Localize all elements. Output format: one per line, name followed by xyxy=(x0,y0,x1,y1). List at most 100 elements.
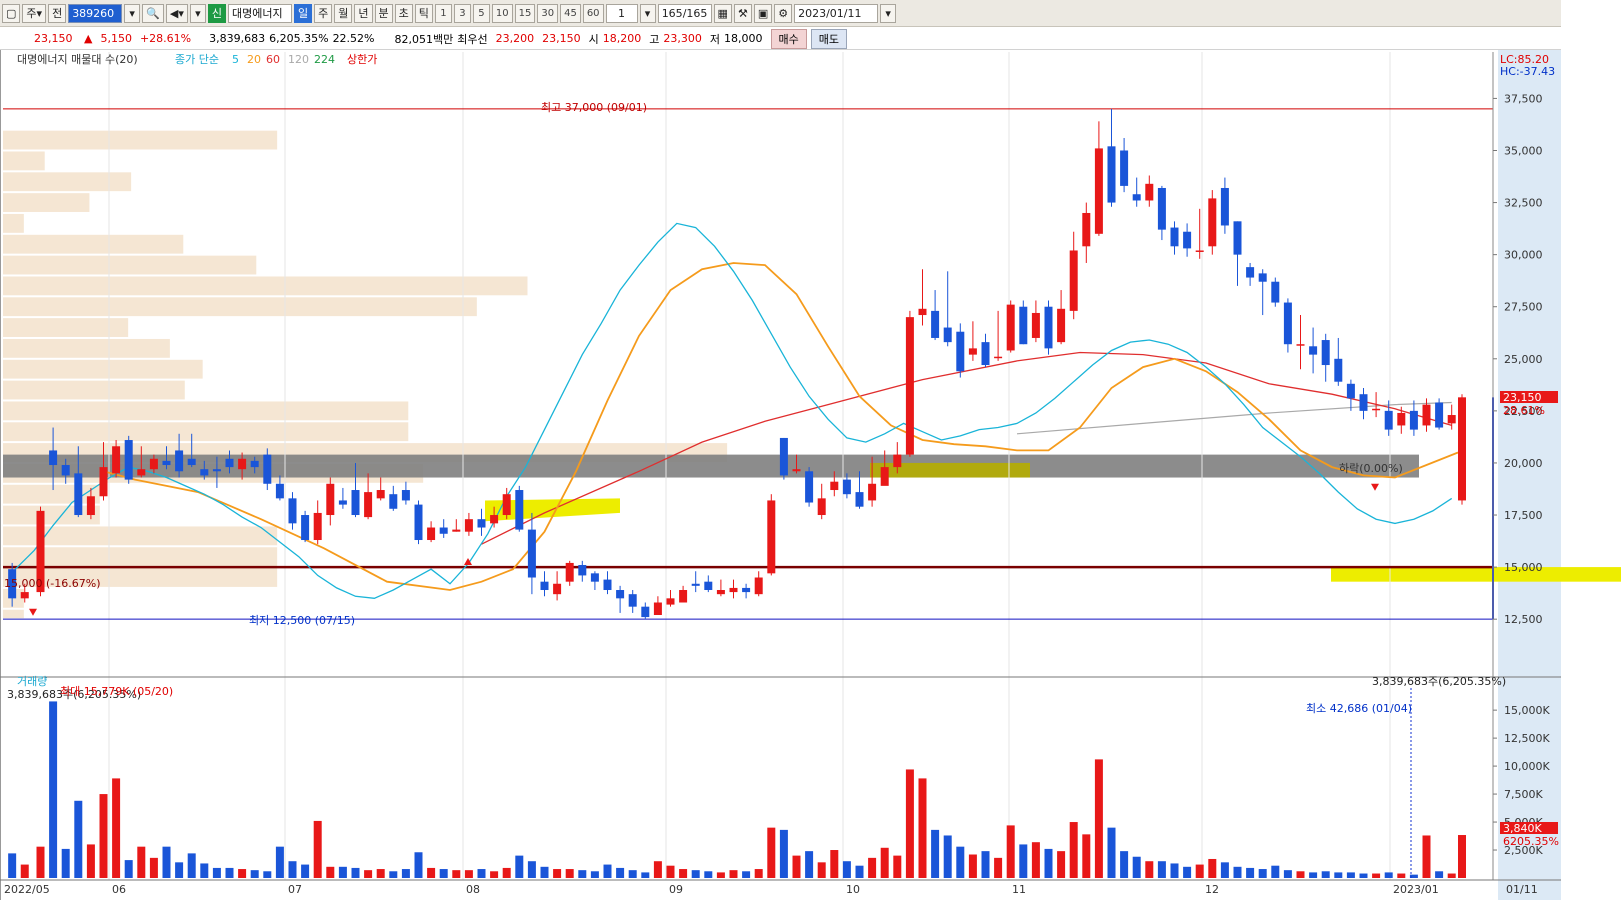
volume-tag-box xyxy=(1500,822,1558,834)
gear-icon[interactable]: ⚙ xyxy=(774,3,793,23)
volume-bar-67 xyxy=(855,865,864,878)
candle-body-3 xyxy=(49,450,58,466)
period-tab-5[interactable]: 초 xyxy=(394,3,413,23)
profile-bar-5 xyxy=(3,234,184,254)
candle-body-22 xyxy=(288,498,297,524)
volume-bar-99 xyxy=(1258,869,1267,878)
volume-bar-98 xyxy=(1246,867,1255,878)
period-tab-4[interactable]: 분 xyxy=(374,3,393,23)
code-input[interactable]: 389260 xyxy=(68,3,123,23)
search-icon[interactable]: 🔍 xyxy=(142,3,164,23)
period-tab-2[interactable]: 월 xyxy=(334,3,353,23)
candle-body-52 xyxy=(666,598,675,605)
candle-body-7 xyxy=(99,467,108,497)
interval-dropdown-icon[interactable]: ▾ xyxy=(639,3,656,23)
candle-body-50 xyxy=(641,606,650,618)
interval-tab-45[interactable]: 45 xyxy=(560,3,581,23)
volume-bar-113 xyxy=(1435,871,1444,878)
buy-button[interactable]: 매수 xyxy=(770,28,807,49)
candle-body-57 xyxy=(729,587,738,593)
legend-ma20: 20 xyxy=(247,53,261,66)
volume-bar-48 xyxy=(616,867,625,878)
interval-input[interactable]: 1 xyxy=(605,3,638,23)
candle-body-48 xyxy=(616,590,625,599)
candle-body-100 xyxy=(1271,281,1280,303)
volume-tick-label-2: 10,000K xyxy=(1504,760,1550,773)
candle-body-41 xyxy=(527,529,536,578)
candle-body-9 xyxy=(124,440,133,480)
interval-tab-10[interactable]: 10 xyxy=(491,3,513,23)
period-tab-1[interactable]: 주 xyxy=(314,3,333,23)
band-highlight xyxy=(870,462,1030,478)
interval-tab-5[interactable]: 5 xyxy=(472,3,490,23)
candle-body-108 xyxy=(1372,408,1381,411)
candle-body-102 xyxy=(1296,344,1305,346)
up-arrow-icon: ▲ xyxy=(84,32,93,45)
candle-body-62 xyxy=(792,469,801,472)
market-select[interactable]: 주 ▾ xyxy=(22,3,47,23)
volume-bar-83 xyxy=(1057,851,1066,878)
menu-icon[interactable]: ▾ xyxy=(189,3,206,23)
level-label: 15,000 (-16.67%) xyxy=(4,577,100,590)
open-label: 시 xyxy=(588,32,599,46)
candle-body-104 xyxy=(1321,340,1330,366)
volume-bar-77 xyxy=(981,851,990,878)
volume-bar-42 xyxy=(540,866,549,878)
candle-body-15 xyxy=(200,469,209,476)
sell-button[interactable]: 매도 xyxy=(810,28,847,49)
interval-tab-60[interactable]: 60 xyxy=(582,3,604,23)
candle-body-88 xyxy=(1120,150,1129,186)
info-bar: 23,150 ▲ 5,150 +28.61% 3,839,683 6,205.3… xyxy=(0,28,1561,50)
scope-select[interactable]: 전 xyxy=(48,3,67,23)
period-tab-3[interactable]: 년 xyxy=(354,3,373,23)
volume-bar-50 xyxy=(641,872,650,878)
interval-tab-30[interactable]: 30 xyxy=(537,3,559,23)
chevron-down-icon[interactable]: ▾ xyxy=(124,3,141,23)
volume-bar-31 xyxy=(401,869,410,878)
speaker-icon[interactable]: ◀▾ xyxy=(165,3,188,23)
interval-tab-3[interactable]: 3 xyxy=(453,3,471,23)
volume-bar-93 xyxy=(1183,866,1192,878)
month-label-1: 06 xyxy=(112,883,126,896)
volume-bar-66 xyxy=(842,861,851,878)
volume-bar-51 xyxy=(653,861,662,878)
interval-tab-1[interactable]: 1 xyxy=(434,3,452,23)
grid-icon[interactable]: ▦ xyxy=(713,3,732,23)
volume-bar-78 xyxy=(994,857,1003,878)
date-input[interactable]: 2023/01/11 xyxy=(794,3,879,23)
resistance-band xyxy=(3,454,1419,478)
volume-bar-70 xyxy=(893,855,902,878)
ma5-line xyxy=(14,222,1453,599)
volume-bar-8 xyxy=(112,778,121,878)
volume-bar-12 xyxy=(162,846,171,878)
candle-body-10 xyxy=(137,469,146,476)
candle-body-11 xyxy=(149,458,158,470)
save-icon[interactable]: ▣ xyxy=(753,3,773,23)
candle-body-60 xyxy=(767,500,776,574)
turnover: 22.52% xyxy=(332,32,375,45)
month-label-6: 11 xyxy=(1012,883,1026,896)
volume-bar-39 xyxy=(502,867,511,878)
date-dropdown-icon[interactable]: ▾ xyxy=(880,3,897,23)
count-display[interactable]: 165/165 xyxy=(657,3,712,23)
candle-body-6 xyxy=(86,496,95,516)
period-tab-6[interactable]: 틱 xyxy=(414,3,433,23)
profile-bar-2 xyxy=(3,172,132,192)
window-icon[interactable]: ▢ xyxy=(2,3,21,23)
tools-icon[interactable]: ⚒ xyxy=(733,3,752,23)
profile-bar-18 xyxy=(3,505,100,525)
interval-tab-15[interactable]: 15 xyxy=(514,3,536,23)
candle-body-105 xyxy=(1334,358,1343,382)
volume-bar-40 xyxy=(515,855,524,878)
left-border xyxy=(0,50,1,900)
up-arrow-marker-2 xyxy=(464,558,472,566)
price-chart[interactable]: 37,500 35,000 32,500 30,000 27,500 25,000 22,5… xyxy=(0,50,1621,900)
price-tick-label-1: 35,000 xyxy=(1504,144,1543,157)
volume-bar-73 xyxy=(931,829,940,878)
volume-bar-47 xyxy=(603,864,612,878)
candle-body-20 xyxy=(263,454,272,484)
candle-body-110 xyxy=(1397,412,1406,426)
period-tab-0[interactable]: 일 xyxy=(294,3,313,23)
candle-body-69 xyxy=(880,467,889,486)
price-tag-box xyxy=(1500,391,1558,403)
